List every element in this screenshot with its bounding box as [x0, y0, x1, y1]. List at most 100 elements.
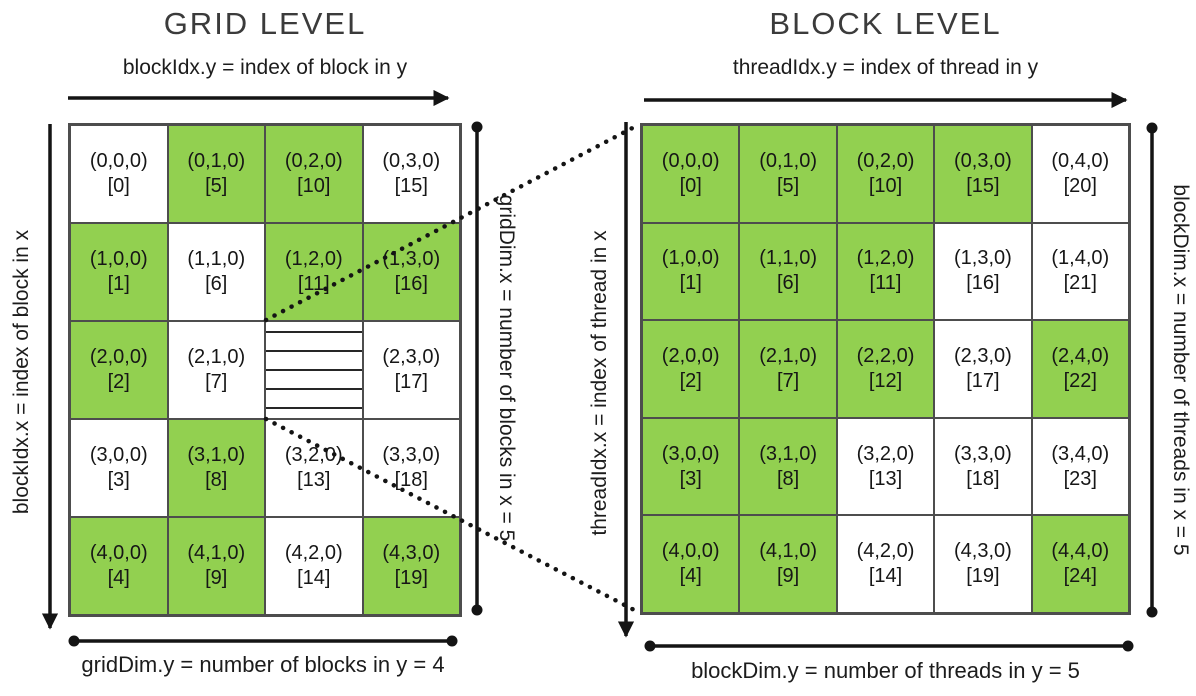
- grid-cell: (3,4,0) [23]: [1031, 417, 1129, 516]
- zoomed-block-thread-cell: [342, 368, 362, 371]
- cell-linear-index: [11]: [297, 273, 330, 295]
- cell-linear-index: [20]: [1063, 174, 1097, 197]
- cell-coord: (3,3,0): [382, 444, 441, 466]
- measure-endpoint-dot: [1146, 122, 1158, 134]
- cell-linear-index: [9]: [776, 565, 800, 588]
- grid-cell: (4,0,0) [4]: [70, 517, 168, 615]
- cell-coord: (0,0,0): [89, 150, 148, 172]
- grid-cell: (3,0,0) [3]: [642, 417, 740, 516]
- zoomed-block-thread-cell: [323, 407, 343, 410]
- cell-coord: (4,2,0): [856, 540, 915, 563]
- cell-linear-index: [13]: [297, 469, 331, 491]
- grid-cell: (1,4,0) [21]: [1031, 222, 1129, 321]
- cell-linear-index: [4]: [107, 567, 130, 589]
- measure-endpoint-dot: [68, 635, 80, 647]
- cell-coord: (3,3,0): [953, 442, 1012, 465]
- zoomed-block-thread-cell: [266, 388, 286, 391]
- grid-cell: (4,2,0) [14]: [265, 517, 363, 615]
- blockidx-x-axis-label: blockIdx.x = index of block in x: [10, 229, 33, 515]
- cell-coord: (0,1,0): [187, 150, 246, 172]
- cell-coord: (4,1,0): [187, 542, 246, 564]
- cell-coord: (1,2,0): [856, 247, 915, 270]
- zoomed-block-thread-cell: [304, 407, 324, 410]
- cell-coord: (0,3,0): [953, 149, 1012, 172]
- grid-cell: (0,1,0) [5]: [739, 125, 837, 223]
- cell-coord: (3,2,0): [284, 444, 343, 466]
- cell-linear-index: [7]: [205, 371, 228, 393]
- grid-cell: (1,0,0) [1]: [70, 223, 168, 321]
- cell-linear-index: [8]: [205, 469, 228, 491]
- cell-coord: (2,0,0): [89, 346, 148, 368]
- zoomed-block-thread-cell: [304, 368, 324, 371]
- cell-coord: (2,2,0): [856, 344, 915, 367]
- grid-cell: (3,1,0) [8]: [167, 419, 265, 517]
- grid-cell: (4,0,0) [4]: [642, 515, 740, 613]
- grid-cell: (0,3,0) [15]: [934, 125, 1032, 223]
- blockidx-y-axis-label: blockIdx.y = index of block in y: [122, 56, 408, 79]
- cell-linear-index: [23]: [1063, 467, 1097, 490]
- grid-level-title: GRID LEVEL: [163, 6, 367, 41]
- cell-coord: (3,0,0): [661, 442, 720, 465]
- grid-cell: (4,3,0) [19]: [362, 517, 460, 615]
- cell-linear-index: [16]: [394, 273, 428, 295]
- zoomed-block-thread-cell: [266, 330, 286, 333]
- measure-endpoint-dot: [1122, 640, 1134, 652]
- cell-linear-index: [19]: [966, 565, 1000, 588]
- grid-cell: (2,1,0) [7]: [739, 320, 837, 418]
- grid-cell: (2,1,0) [7]: [167, 321, 265, 419]
- grid-cell: (0,2,0) [10]: [836, 125, 935, 223]
- cell-linear-index: [11]: [869, 272, 902, 295]
- cell-linear-index: [21]: [1063, 272, 1097, 295]
- cell-coord: (1,3,0): [953, 247, 1012, 270]
- grid-cell: (4,1,0) [9]: [167, 517, 265, 615]
- zoomed-block-thread-cell: [266, 349, 286, 352]
- grid-cell: (0,0,0) [0]: [70, 125, 168, 223]
- measure-endpoint-dot: [446, 635, 458, 647]
- cell-linear-index: [18]: [966, 467, 1000, 490]
- cell-linear-index: [12]: [868, 369, 903, 392]
- cell-linear-index: [6]: [205, 273, 228, 295]
- griddim-x-axis-label: gridDim.x = number of blocks in x = 5: [495, 194, 518, 542]
- zoomed-block-thread-cell: [285, 368, 305, 371]
- cell-coord: (3,4,0): [1051, 442, 1110, 465]
- grid-cell: (1,1,0) [6]: [739, 222, 837, 321]
- cell-linear-index: [15]: [394, 175, 428, 197]
- cell-linear-index: [14]: [868, 565, 903, 588]
- cell-coord: (2,4,0): [1051, 344, 1110, 367]
- measure-endpoint-dot: [471, 604, 483, 616]
- cell-coord: (0,2,0): [284, 150, 343, 172]
- block-level-title: BLOCK LEVEL: [769, 6, 1002, 41]
- threadidx-y-axis-label: threadIdx.y = index of thread in y: [732, 56, 1039, 79]
- cell-coord: (2,1,0): [187, 346, 246, 368]
- zoomed-block-thread-cell: [304, 349, 324, 352]
- grid-cell: (0,1,0) [5]: [167, 125, 265, 223]
- blockdim-y-axis-label: blockDim.y = number of threads in y = 5: [691, 658, 1080, 683]
- cell-coord: (1,1,0): [187, 248, 246, 270]
- cell-coord: (4,3,0): [953, 540, 1012, 563]
- cell-coord: (0,0,0): [661, 149, 720, 172]
- cell-linear-index: [3]: [107, 469, 130, 491]
- cell-linear-index: [1]: [107, 273, 130, 295]
- grid-level-grid: (0,0,0) [0] (0,1,0) [5] (0,2,0) [10] (0,3,0) [1…: [68, 123, 462, 617]
- grid-cell: (4,4,0) [24]: [1031, 515, 1129, 613]
- cell-coord: (0,2,0): [856, 149, 915, 172]
- cell-linear-index: [1]: [679, 272, 702, 295]
- grid-cell: (2,0,0) [2]: [70, 321, 168, 419]
- zoomed-block-thread-cell: [304, 330, 324, 333]
- block-level-grid: (0,0,0) [0] (0,1,0) [5] (0,2,0) [10] (0,3,0) [1…: [640, 123, 1131, 615]
- cell-coord: (4,2,0): [284, 542, 343, 564]
- cell-linear-index: [0]: [107, 175, 130, 197]
- zoomed-block-thread-cell: [342, 330, 362, 333]
- cell-linear-index: [19]: [394, 567, 428, 589]
- grid-cell: (3,2,0) [13]: [836, 417, 935, 516]
- zoomed-block-thread-cell: [342, 407, 362, 410]
- cell-linear-index: [3]: [679, 467, 702, 490]
- grid-cell: (1,2,0) [11]: [265, 223, 363, 321]
- grid-cell: (4,2,0) [14]: [836, 515, 935, 613]
- cell-coord: (3,0,0): [89, 444, 148, 466]
- grid-cell: (2,3,0) [17]: [362, 321, 460, 419]
- grid-cell: (1,2,0) [11]: [836, 222, 935, 321]
- cell-coord: (3,1,0): [187, 444, 246, 466]
- zoomed-block-thread-cell: [323, 349, 343, 352]
